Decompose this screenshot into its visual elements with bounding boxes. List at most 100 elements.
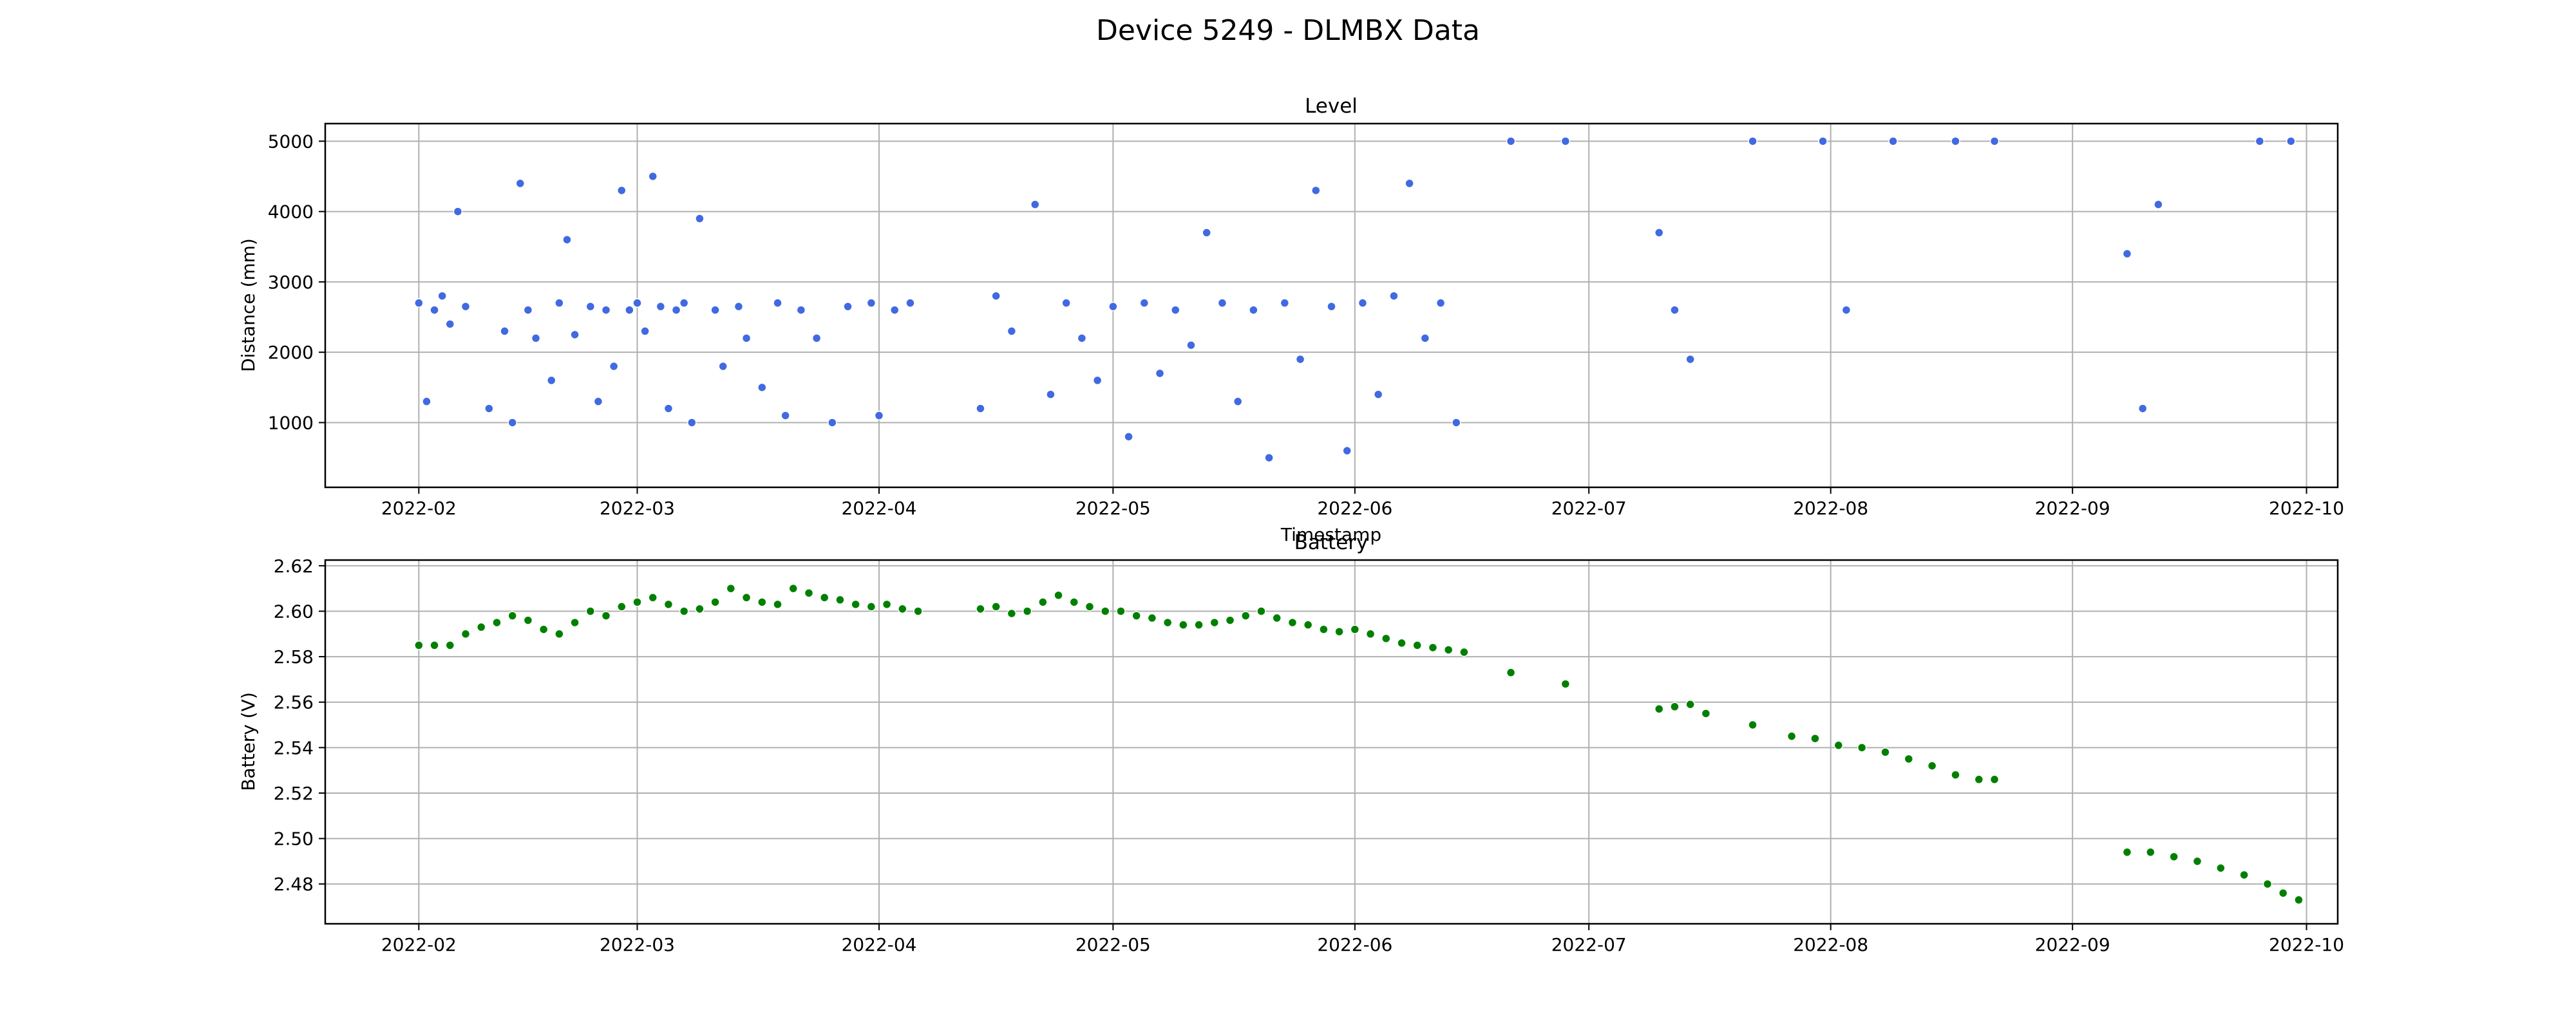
level-panel: 2022-02 2022-03 2022-04 2022-05 2022-06 2022-… <box>238 95 2344 545</box>
battery-data-point <box>1022 606 1032 616</box>
battery-data-point <box>1701 709 1711 718</box>
battery-data-point <box>788 583 798 594</box>
battery-data-point <box>913 606 923 616</box>
battery-title: Battery <box>1294 531 1368 554</box>
level-data-point <box>1092 375 1103 386</box>
battery-data-point <box>1303 620 1313 630</box>
level-data-point <box>976 404 985 413</box>
level-data-point <box>1888 136 1898 146</box>
battery-data-point <box>1880 747 1890 757</box>
battery-y-tick-label: 2.48 <box>274 874 314 895</box>
battery-data-point <box>601 611 611 621</box>
battery-data-point <box>1287 617 1298 628</box>
battery-data-point <box>1116 606 1126 616</box>
level-data-point <box>2286 136 2296 146</box>
level-x-ticks: 2022-02 2022-03 2022-04 2022-05 2022-06 2022-… <box>381 487 2344 519</box>
level-data-point <box>874 411 884 420</box>
battery-data-point <box>898 604 907 614</box>
level-data-point <box>1171 305 1180 315</box>
level-data-point <box>460 301 471 312</box>
battery-data-point <box>773 599 782 610</box>
battery-data-point <box>1241 611 1251 621</box>
battery-data-point <box>1670 702 1680 712</box>
level-data-point <box>1841 305 1852 315</box>
battery-data-point <box>1927 761 1937 771</box>
battery-data-point <box>882 599 892 610</box>
battery-data-point <box>1209 617 1220 628</box>
battery-data-point <box>2239 870 2249 880</box>
battery-y-tick-label: 2.50 <box>274 829 314 850</box>
battery-y-axis-label: Battery (V) <box>238 692 259 791</box>
level-data-point <box>905 298 915 308</box>
level-data-point <box>1295 354 1305 364</box>
battery-data-point <box>1007 608 1017 619</box>
battery-data-point <box>1654 704 1664 714</box>
battery-data-point <box>492 617 502 628</box>
level-x-tick-label: 2022-08 <box>1793 498 1868 519</box>
level-data-point <box>609 361 619 371</box>
level-data-point <box>781 411 790 420</box>
level-data-point <box>640 326 650 336</box>
level-data-point <box>601 305 611 315</box>
battery-data-point <box>632 597 642 607</box>
level-data-point <box>710 305 720 315</box>
battery-data-point <box>507 611 517 621</box>
level-data-point <box>2122 248 2132 259</box>
battery-data-point <box>1334 626 1344 637</box>
battery-data-point <box>741 593 752 603</box>
level-data-point <box>1249 305 1258 315</box>
battery-data-point <box>1272 613 1282 623</box>
level-data-point <box>1139 298 1150 308</box>
battery-data-point <box>851 599 860 610</box>
battery-data-point <box>460 629 471 639</box>
battery-x-tick-label: 2022-07 <box>1551 934 1627 955</box>
battery-data-point <box>414 641 424 650</box>
level-data-point <box>1342 445 1352 456</box>
battery-data-point <box>710 597 720 607</box>
battery-data-point <box>1225 615 1235 625</box>
battery-data-point <box>2278 888 2288 898</box>
level-data-point <box>453 207 463 216</box>
level-data-point <box>671 305 681 315</box>
battery-data-point <box>1748 720 1757 730</box>
level-data-point <box>2137 404 2148 413</box>
level-data-point <box>1670 305 1680 315</box>
battery-x-tick-label: 2022-10 <box>2269 934 2344 955</box>
battery-data-point <box>1974 774 1984 785</box>
level-data-point <box>445 319 455 329</box>
battery-x-ticks: 2022-02 2022-03 2022-04 2022-05 2022-06 2022-… <box>381 924 2344 955</box>
level-data-point <box>617 185 627 196</box>
battery-y-tick-label: 2.54 <box>274 737 314 758</box>
level-data-point <box>889 305 900 315</box>
battery-data-point <box>1989 774 2000 785</box>
level-data-point <box>484 404 494 413</box>
level-data-point <box>1405 178 1414 189</box>
level-data-point <box>437 291 447 301</box>
level-data-point <box>1311 185 1321 196</box>
level-y-tick-label: 4000 <box>268 201 314 223</box>
level-data-point <box>866 298 876 308</box>
battery-x-tick-label: 2022-09 <box>2035 934 2110 955</box>
battery-data-point <box>663 599 674 610</box>
battery-data-point <box>1412 641 1422 650</box>
battery-data-point <box>2122 847 2132 857</box>
level-data-point <box>414 298 424 308</box>
level-data-point <box>1685 354 1695 364</box>
level-data-point <box>811 333 822 343</box>
level-data-point <box>1818 136 1828 146</box>
level-data-point <box>741 333 752 343</box>
battery-data-point <box>2216 863 2226 873</box>
level-data-point <box>1452 418 1461 427</box>
battery-data-point <box>1365 629 1376 639</box>
level-y-tick-label: 1000 <box>268 412 314 433</box>
battery-data-point <box>835 595 845 605</box>
battery-data-point <box>1459 647 1469 657</box>
battery-x-tick-label: 2022-03 <box>600 934 675 955</box>
battery-data-point <box>1381 633 1391 644</box>
level-data-point <box>828 418 837 427</box>
battery-x-tick-label: 2022-02 <box>381 934 457 955</box>
battery-points <box>414 583 2304 905</box>
level-data-point <box>796 305 806 315</box>
level-data-point <box>1389 291 1399 301</box>
level-data-point <box>1373 389 1383 399</box>
